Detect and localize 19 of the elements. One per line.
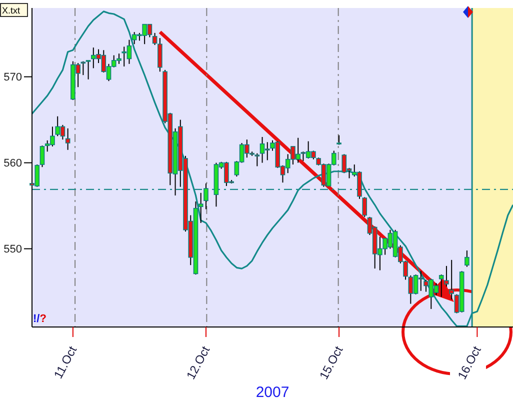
candlestick xyxy=(158,38,162,72)
y-tick-label: 570 xyxy=(4,72,22,84)
line-series xyxy=(31,10,513,327)
candlestick xyxy=(152,32,158,46)
candlestick xyxy=(254,152,260,167)
candlestick xyxy=(449,259,454,300)
text: X.txt xyxy=(2,6,21,16)
candlestick xyxy=(438,274,444,298)
candlestick xyxy=(65,128,70,150)
candlestick xyxy=(362,196,368,218)
candlestick xyxy=(198,192,204,224)
candlestick xyxy=(444,265,449,288)
annotation: !/? xyxy=(33,313,47,325)
x-axis-title: 2007 xyxy=(256,384,290,399)
y-tick-label: 550 xyxy=(4,244,22,256)
candlestick xyxy=(40,145,45,168)
y-tick-label: 560 xyxy=(4,158,22,170)
candlestick xyxy=(464,250,470,268)
candlestick xyxy=(86,60,91,80)
